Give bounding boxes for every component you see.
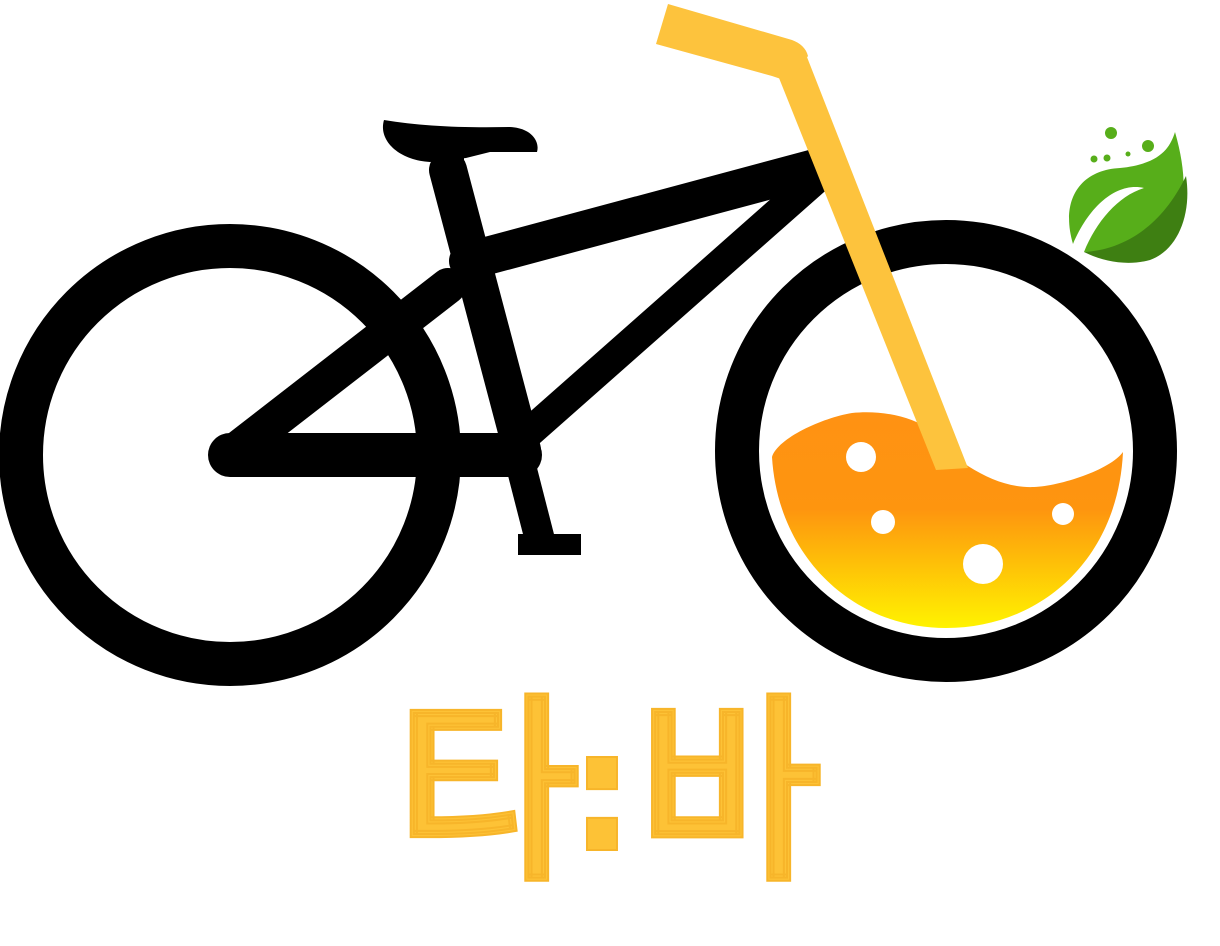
leaf-dot: [1090, 155, 1098, 163]
leaf-icon: [1069, 127, 1188, 263]
bubble-icon: [871, 510, 895, 534]
pedal: [518, 534, 581, 555]
wordmark-right: 바: [638, 677, 822, 910]
wordmark-left: 타: [396, 677, 580, 910]
bicycle-icon: [0, 120, 1177, 686]
wordmark-separator: :: [568, 693, 636, 891]
leaf-dark: [1084, 176, 1188, 263]
bubble-icon: [963, 544, 1003, 584]
straw-long-segment: [775, 52, 968, 470]
bubble-icon: [846, 442, 876, 472]
leaf-dot: [1125, 151, 1131, 157]
crank-arm: [505, 458, 555, 544]
leaf-dot: [1105, 127, 1117, 139]
saddle: [382, 120, 538, 162]
leaf-dot: [1142, 140, 1154, 152]
straw-bend-segment: [656, 4, 808, 82]
straw-icon: [656, 4, 968, 470]
bike-frame: [208, 149, 834, 477]
leaf-dot: [1103, 154, 1111, 162]
bubble-icon: [1052, 503, 1074, 525]
juice-cup-icon: [772, 412, 1123, 628]
front-wheel: [715, 220, 1177, 682]
wordmark: 타 : 바: [395, 676, 823, 911]
